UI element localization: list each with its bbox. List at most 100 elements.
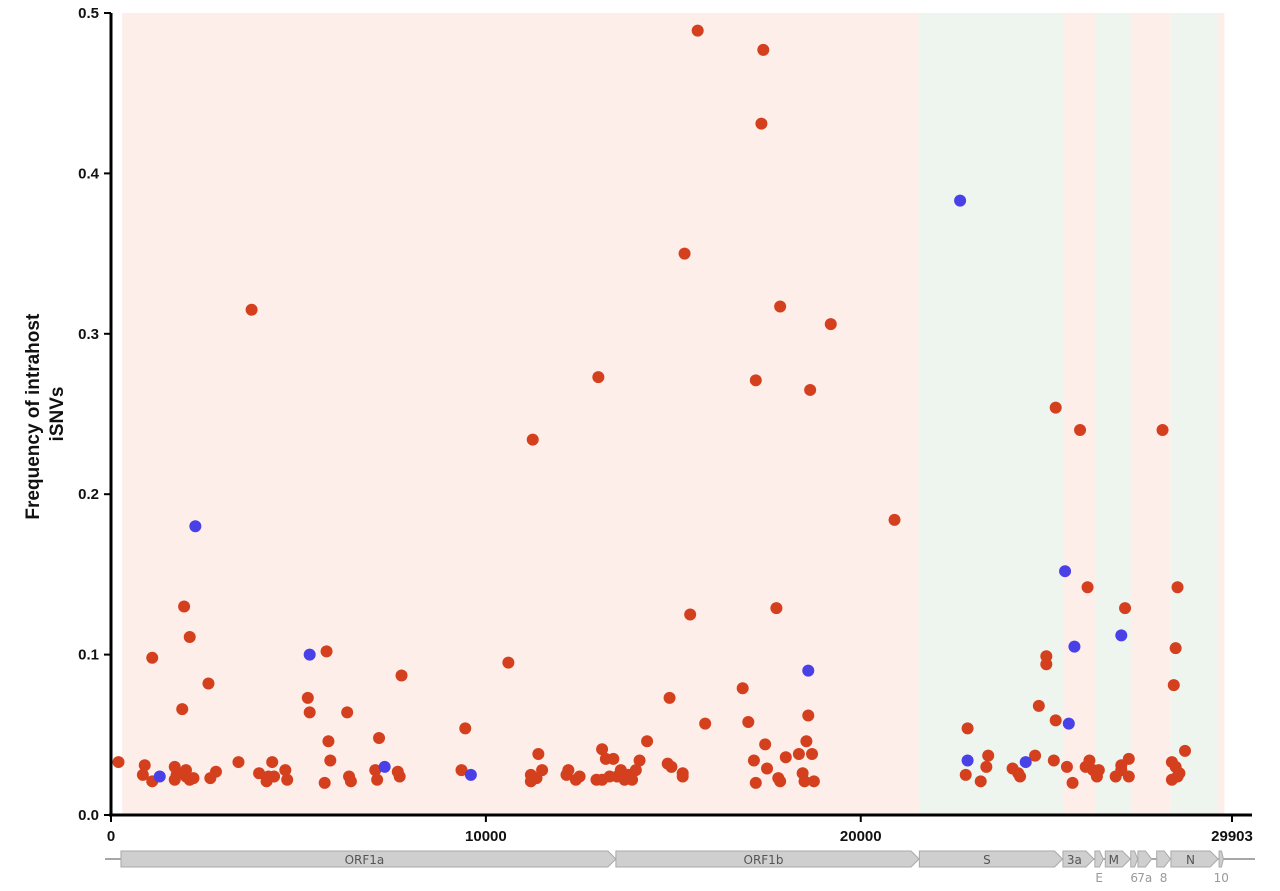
y-tick-label-3: 0.3 <box>78 326 99 343</box>
series-a-point-71 <box>663 691 676 704</box>
series-a-point-107 <box>982 749 995 762</box>
series-a-point-126 <box>1092 764 1105 777</box>
series-b-point-11 <box>1068 640 1081 653</box>
y-tick-label-5: 0.5 <box>78 5 99 22</box>
series-a-point-115 <box>1047 754 1060 767</box>
series-a-point-54 <box>573 770 586 783</box>
series-a-point-32 <box>324 754 337 767</box>
series-a-point-8 <box>176 703 189 716</box>
series-a-point-15 <box>202 677 215 690</box>
series-a-point-35 <box>344 775 357 788</box>
series-a-point-24 <box>268 770 281 783</box>
series-b-point-6 <box>954 194 967 207</box>
series-a-point-136 <box>1167 679 1180 692</box>
series-a-point-9 <box>178 600 191 613</box>
y-axis-title-line-1: Frequency of intrahost <box>23 313 44 520</box>
series-a-point-74 <box>676 770 689 783</box>
series-a-point-33 <box>341 706 354 719</box>
series-a-point-26 <box>281 773 294 786</box>
series-a-point-110 <box>1014 770 1027 783</box>
series-a-point-131 <box>1122 770 1135 783</box>
gene-label-M: M <box>1109 853 1119 867</box>
gene-arrow-3a <box>1062 850 1095 868</box>
series-a-point-137 <box>1169 642 1182 655</box>
gene-label-6: 6 <box>1130 871 1138 885</box>
series-a-point-98 <box>804 383 817 396</box>
series-a-point-30 <box>320 645 333 658</box>
gene-arrow-ORF1b <box>615 850 920 868</box>
y-ticks: 0.0 0.1 0.2 0.3 0.4 0.5 <box>78 5 111 824</box>
series-a-point-122 <box>1081 581 1094 594</box>
series-b-point-7 <box>961 754 974 767</box>
series-a-point-79 <box>736 682 749 695</box>
series-a-point-75 <box>678 247 691 260</box>
gene-arrow-6 <box>1130 850 1139 868</box>
series-a-point-93 <box>792 748 805 761</box>
axes <box>109 13 1252 817</box>
series-a-point-96 <box>800 735 813 748</box>
y-axis-title-line-2: iSNVs <box>47 387 68 442</box>
series-b-point-3 <box>378 760 391 773</box>
series-a-point-101 <box>824 318 837 331</box>
series-a-point-90 <box>774 775 787 788</box>
series-a-point-91 <box>774 300 787 313</box>
gene-label-N: N <box>1186 853 1195 867</box>
series-a-point-11 <box>179 764 192 777</box>
gene-arrow-N <box>1170 850 1219 868</box>
series-a-point-99 <box>806 748 819 761</box>
region-band-2 <box>1062 13 1096 815</box>
series-a-point-2 <box>138 759 151 772</box>
series-a-point-111 <box>1029 749 1042 762</box>
series-a-point-118 <box>1060 760 1073 773</box>
series-a-point-86 <box>759 738 772 751</box>
series-a-point-28 <box>303 706 316 719</box>
gene-label-ORF1a: ORF1a <box>345 853 385 867</box>
series-a-point-100 <box>807 775 820 788</box>
series-a-point-23 <box>266 756 279 769</box>
region-band-6 <box>1218 13 1225 815</box>
series-b-point-10 <box>1062 717 1075 730</box>
gene-label-S: S <box>983 853 991 867</box>
gene-arrow-7a <box>1137 850 1153 868</box>
series-a-point-87 <box>761 762 774 775</box>
series-a-point-83 <box>749 776 762 789</box>
gene-label-8: 8 <box>1160 871 1168 885</box>
series-a-point-112 <box>1032 699 1045 712</box>
series-a-point-20 <box>253 767 266 780</box>
data-points <box>112 24 1192 789</box>
series-b-point-8 <box>1019 756 1032 769</box>
series-a-point-37 <box>371 773 384 786</box>
series-a-point-50 <box>536 764 549 777</box>
series-a-point-97 <box>802 709 815 722</box>
series-a-point-102 <box>888 513 901 526</box>
series-a-point-31 <box>322 735 335 748</box>
series-a-point-58 <box>596 743 609 756</box>
region-band-4 <box>1130 13 1171 815</box>
y-tick-label-1: 0.1 <box>78 647 99 664</box>
series-a-point-42 <box>455 764 468 777</box>
series-a-point-117 <box>1049 401 1062 414</box>
series-a-point-25 <box>279 764 292 777</box>
series-a-point-114 <box>1040 650 1053 663</box>
series-b-point-2 <box>303 648 316 661</box>
series-a-point-61 <box>607 752 620 765</box>
gene-label-E: E <box>1095 871 1103 885</box>
series-b-point-0 <box>153 770 166 783</box>
series-a-point-38 <box>373 732 386 745</box>
series-a-point-88 <box>770 602 783 615</box>
series-a-point-95 <box>798 775 811 788</box>
series-a-point-78 <box>699 717 712 730</box>
series-a-point-4 <box>146 651 159 664</box>
x-tick-label-2: 20000 <box>840 828 882 845</box>
series-b-point-12 <box>1115 629 1128 642</box>
series-a-point-133 <box>1156 424 1169 437</box>
series-a-point-52 <box>562 764 575 777</box>
series-a-point-0 <box>112 756 125 769</box>
series-a-point-120 <box>1074 424 1087 437</box>
series-a-point-13 <box>183 630 196 643</box>
series-a-point-67 <box>629 764 642 777</box>
series-a-point-105 <box>974 775 987 788</box>
gene-arrow-S <box>918 850 1064 868</box>
series-a-point-69 <box>641 735 654 748</box>
